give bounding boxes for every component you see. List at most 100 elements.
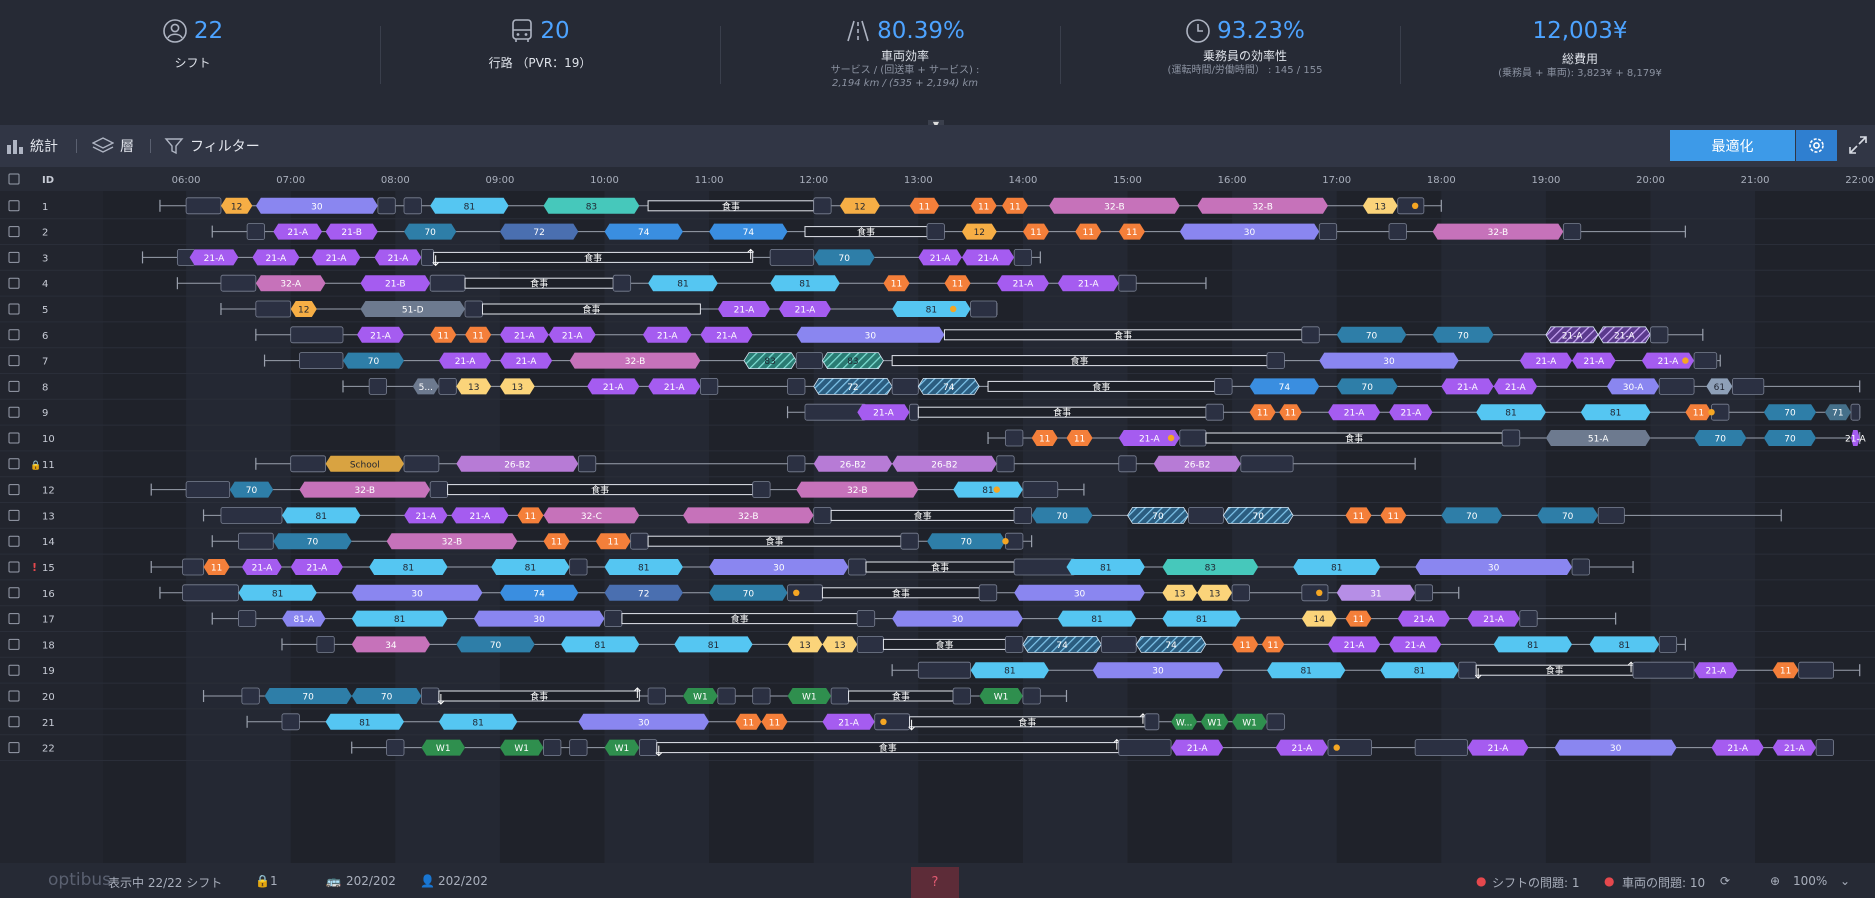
trip-block[interactable] bbox=[1200, 713, 1229, 730]
trip-block[interactable] bbox=[1580, 404, 1651, 421]
deadhead-block[interactable] bbox=[1519, 610, 1538, 628]
deadhead-block[interactable] bbox=[1397, 197, 1425, 215]
trip-block[interactable] bbox=[996, 275, 1050, 292]
trip-block[interactable] bbox=[1711, 739, 1764, 756]
trip-block[interactable] bbox=[1249, 404, 1276, 421]
trip-block[interactable] bbox=[1135, 636, 1207, 653]
deadhead-block[interactable] bbox=[874, 713, 910, 731]
trip-block[interactable] bbox=[386, 533, 518, 550]
deadhead-block[interactable] bbox=[429, 481, 448, 499]
deadhead-block[interactable] bbox=[917, 661, 971, 679]
meal-break-block[interactable] bbox=[438, 690, 640, 702]
trip-block[interactable] bbox=[351, 584, 483, 601]
trip-block[interactable] bbox=[796, 326, 945, 343]
deadhead-block[interactable] bbox=[299, 352, 344, 370]
deadhead-block[interactable] bbox=[569, 739, 588, 756]
trip-block[interactable] bbox=[351, 610, 448, 627]
deadhead-block[interactable] bbox=[1388, 223, 1407, 240]
trip-block[interactable] bbox=[1001, 197, 1029, 214]
row-checkbox[interactable] bbox=[8, 355, 20, 367]
trip-block[interactable] bbox=[203, 559, 230, 575]
deadhead-block[interactable] bbox=[604, 610, 623, 628]
deadhead-block[interactable] bbox=[1327, 739, 1372, 756]
trip-block[interactable] bbox=[451, 507, 509, 524]
deadhead-block[interactable] bbox=[787, 455, 806, 473]
deadhead-block[interactable] bbox=[1005, 429, 1024, 447]
deadhead-block[interactable] bbox=[891, 377, 919, 395]
trip-block[interactable] bbox=[1031, 430, 1058, 446]
trip-block[interactable] bbox=[1432, 223, 1564, 240]
trip-block[interactable] bbox=[264, 688, 352, 704]
deadhead-block[interactable] bbox=[1732, 377, 1765, 395]
select-all-checkbox[interactable] bbox=[8, 173, 20, 185]
trip-block[interactable] bbox=[369, 559, 448, 575]
trip-block[interactable] bbox=[1232, 713, 1267, 730]
trip-block[interactable] bbox=[1589, 636, 1660, 653]
trip-block[interactable] bbox=[356, 326, 405, 343]
deadhead-block[interactable] bbox=[1632, 661, 1695, 679]
deadhead-block[interactable] bbox=[185, 197, 222, 215]
trip-block[interactable] bbox=[953, 481, 1023, 498]
trip-block[interactable] bbox=[1179, 223, 1320, 240]
trip-block[interactable] bbox=[787, 636, 823, 653]
deadhead-block[interactable] bbox=[813, 197, 832, 215]
trip-block[interactable] bbox=[1362, 197, 1398, 214]
deadhead-block[interactable] bbox=[1501, 429, 1521, 447]
trip-block[interactable] bbox=[822, 713, 875, 730]
trip-block[interactable] bbox=[1118, 430, 1180, 446]
deadhead-block[interactable] bbox=[978, 584, 998, 602]
trip-block[interactable] bbox=[456, 636, 535, 653]
trip-block[interactable] bbox=[1432, 326, 1494, 343]
trip-block[interactable] bbox=[979, 688, 1023, 704]
deadhead-block[interactable] bbox=[1179, 429, 1207, 447]
deadhead-block[interactable] bbox=[787, 377, 806, 395]
layers-button[interactable]: 層 bbox=[92, 136, 134, 156]
trip-block[interactable] bbox=[1057, 275, 1119, 292]
trip-block[interactable] bbox=[1162, 584, 1198, 601]
trip-block[interactable] bbox=[1162, 559, 1259, 575]
trip-block[interactable] bbox=[1345, 610, 1372, 627]
stats-button[interactable]: 統計 bbox=[6, 136, 58, 156]
trip-block[interactable] bbox=[1467, 610, 1520, 627]
trip-block[interactable] bbox=[944, 275, 971, 292]
trip-block[interactable] bbox=[1694, 662, 1738, 679]
trip-block[interactable] bbox=[648, 378, 701, 395]
trip-block[interactable] bbox=[709, 584, 788, 601]
deadhead-block[interactable] bbox=[1458, 661, 1477, 679]
trip-block[interactable] bbox=[499, 584, 579, 601]
trip-block[interactable] bbox=[682, 507, 814, 524]
deadhead-block[interactable] bbox=[1693, 352, 1718, 370]
trip-block[interactable] bbox=[1066, 430, 1093, 446]
deadhead-block[interactable] bbox=[1414, 584, 1433, 602]
trip-block[interactable] bbox=[717, 301, 771, 317]
row-checkbox[interactable] bbox=[8, 638, 20, 650]
trip-block[interactable] bbox=[822, 636, 858, 653]
trip-block[interactable] bbox=[499, 352, 553, 369]
trip-block[interactable] bbox=[1706, 378, 1733, 395]
deadhead-block[interactable] bbox=[1266, 713, 1285, 731]
trip-block[interactable] bbox=[1763, 430, 1817, 446]
row-checkbox[interactable] bbox=[8, 329, 20, 341]
trip-block[interactable] bbox=[1545, 430, 1651, 446]
trip-block[interactable] bbox=[1232, 636, 1259, 653]
trip-block[interactable] bbox=[1694, 430, 1747, 446]
trip-block[interactable] bbox=[1772, 739, 1817, 756]
trip-block[interactable] bbox=[883, 275, 910, 292]
trip-block[interactable] bbox=[1545, 326, 1599, 344]
trip-block[interactable] bbox=[548, 326, 596, 343]
row-checkbox[interactable] bbox=[8, 535, 20, 547]
trip-block[interactable] bbox=[1336, 378, 1398, 395]
trip-block[interactable] bbox=[1380, 662, 1459, 679]
refresh-icon[interactable]: ⟳ bbox=[1720, 874, 1731, 888]
deadhead-block[interactable] bbox=[1214, 377, 1233, 395]
deadhead-block[interactable] bbox=[220, 506, 283, 524]
trip-block[interactable] bbox=[761, 713, 788, 730]
row-checkbox[interactable] bbox=[8, 561, 20, 573]
row-checkbox[interactable] bbox=[8, 251, 20, 263]
deadhead-block[interactable] bbox=[1301, 584, 1329, 602]
deadhead-block[interactable] bbox=[1658, 377, 1695, 395]
trip-block[interactable] bbox=[587, 378, 640, 395]
deadhead-block[interactable] bbox=[1013, 506, 1033, 524]
deadhead-block[interactable] bbox=[464, 300, 483, 318]
trip-block[interactable] bbox=[961, 249, 1015, 266]
